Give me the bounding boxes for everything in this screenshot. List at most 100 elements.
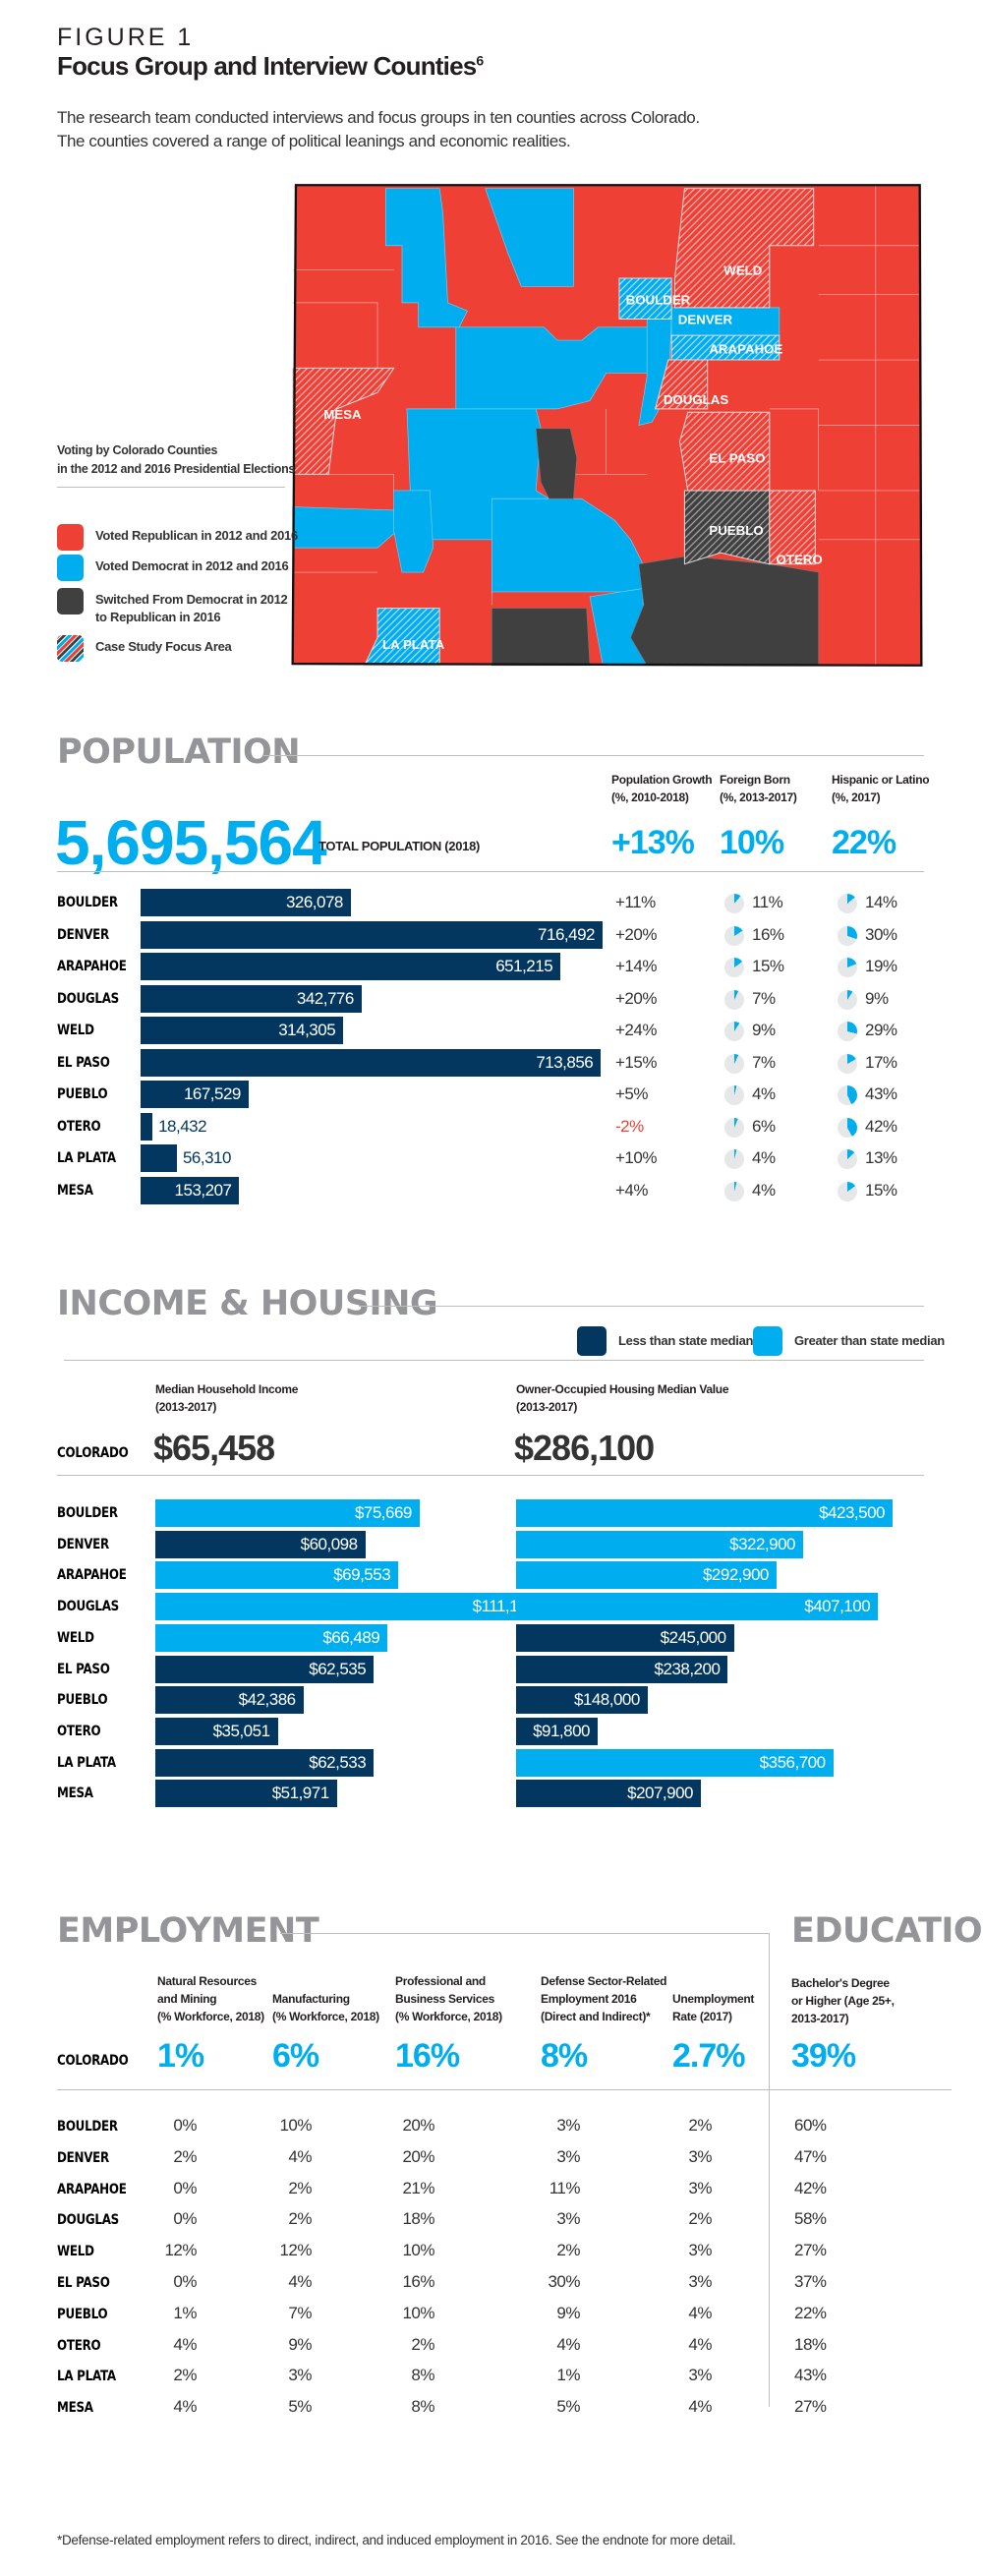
hispanic-value: 17% <box>865 1052 897 1072</box>
employment-value: 4% <box>288 2146 312 2166</box>
hispanic-pie-icon <box>838 894 857 913</box>
county-mesa <box>292 367 395 475</box>
county-label: BOULDER <box>57 895 118 910</box>
employment-value: 11% <box>549 2178 581 2197</box>
income-bar: $35,051 <box>155 1717 278 1745</box>
state-employment-value: 2.7% <box>672 2037 745 2075</box>
map-label-douglas: DOUGLAS <box>664 392 729 407</box>
population-heading-rule <box>263 755 924 756</box>
foreign-born-value: 7% <box>752 988 776 1008</box>
footnote: *Defense-related employment refers to di… <box>57 2533 736 2547</box>
employment-heading: EMPLOYMENT <box>57 1911 319 1951</box>
state-median-income: $65,458 <box>153 1428 275 1468</box>
header-population-growth: Population Growth (%, 2010-2018) <box>611 771 713 806</box>
county-label: DENVER <box>57 1536 109 1552</box>
legend-label: Voted Republican in 2012 and 2016 <box>95 528 298 543</box>
population-value: 18,432 <box>158 1116 207 1136</box>
header-line: Unemployment <box>672 1992 755 2006</box>
foreign-born-value: 9% <box>752 1021 776 1039</box>
county-label: ARAPAHOE <box>57 2181 127 2197</box>
housing-bar: $245,000 <box>516 1623 734 1652</box>
income-top-divider <box>64 1360 924 1361</box>
header-line: Population Growth <box>611 773 713 787</box>
employment-value: 2% <box>556 2241 580 2260</box>
header-line: (2013-2017) <box>155 1400 217 1414</box>
bachelors-value: 22% <box>794 2303 827 2322</box>
header-line: Median Household Income <box>155 1382 299 1396</box>
hispanic-value: 13% <box>865 1148 897 1167</box>
employment-value: 10% <box>402 2241 434 2260</box>
education-divider <box>769 1933 770 2407</box>
header-line: Owner-Occupied Housing Median Value <box>516 1382 729 1396</box>
population-bar <box>141 1144 177 1172</box>
foreign-born-pie-icon <box>724 1181 744 1201</box>
hispanic-value: 9% <box>865 988 889 1008</box>
map-label-pueblo: PUEBLO <box>709 523 763 538</box>
switched-counties <box>492 428 819 667</box>
map-label-boulder: BOULDER <box>626 293 691 308</box>
title-footnote-ref: 6 <box>476 52 484 69</box>
income-bar: $69,553 <box>155 1561 399 1590</box>
county-label: ARAPAHOE <box>57 959 127 974</box>
county-arapahoe <box>670 334 781 361</box>
employment-value: 3% <box>556 2146 580 2166</box>
housing-bar: $91,800 <box>516 1717 599 1745</box>
map-label-la-plata: LA PLATA <box>382 637 445 652</box>
header-line: Rate (2017) <box>672 2010 732 2023</box>
state-label: COLORADO <box>57 1445 129 1461</box>
employment-value: 4% <box>688 2303 712 2322</box>
map-label-mesa: MESA <box>323 407 362 422</box>
bachelors-value: 42% <box>794 2178 827 2197</box>
header-line: Business Services <box>395 1992 494 2006</box>
map-label-arapahoe: ARAPAHOE <box>709 341 782 356</box>
employment-value: 21% <box>402 2178 434 2197</box>
subtitle-line-1: The research team conducted interviews a… <box>57 108 700 127</box>
employment-value: 20% <box>402 2116 434 2135</box>
focus-counties <box>292 188 816 667</box>
state-population-growth: +13% <box>611 824 695 861</box>
hispanic-value: 15% <box>865 1180 897 1200</box>
housing-bar: $407,100 <box>516 1593 879 1621</box>
employment-value: 3% <box>556 2209 580 2229</box>
legend-less-than-median: Less than state median <box>577 1326 754 1356</box>
employment-value: 0% <box>173 2272 197 2291</box>
header-line: Foreign Born <box>720 773 790 787</box>
legend-item-democrat: Voted Democrat in 2012 and 2016 <box>57 555 289 581</box>
county-label: EL PASO <box>57 1661 110 1677</box>
hispanic-pie-icon <box>838 1053 857 1074</box>
employment-value: 5% <box>288 2397 312 2417</box>
header-median-income: Median Household Income (2013-2017) <box>155 1380 298 1416</box>
county-label: WELD <box>57 2244 94 2260</box>
employment-value: 30% <box>548 2272 580 2291</box>
legend-label: Less than state median <box>618 1333 754 1348</box>
employment-value: 5% <box>556 2397 580 2417</box>
hispanic-value: 30% <box>865 924 897 944</box>
income-bar: $75,669 <box>155 1499 420 1527</box>
income-heading-rule <box>359 1306 924 1307</box>
hispanic-pie-icon <box>838 989 857 1010</box>
legend-label: Greater than state median <box>794 1333 945 1348</box>
growth-value: -2% <box>615 1116 644 1136</box>
county-label: BOULDER <box>57 2119 118 2135</box>
income-bar: $62,533 <box>155 1748 375 1777</box>
blue-swatch-icon <box>57 555 84 581</box>
state-outline <box>291 184 923 667</box>
county-label: BOULDER <box>57 1505 118 1521</box>
state-bachelors: 39% <box>791 2037 856 2075</box>
county-la-plata <box>363 608 440 667</box>
legend-item-republican: Voted Republican in 2012 and 2016 <box>57 524 298 551</box>
growth-value: +10% <box>615 1148 657 1167</box>
state-label: COLORADO <box>57 2053 129 2069</box>
county-weld <box>673 188 815 309</box>
employment-column-header: Natural Resources and Mining (% Workforce,… <box>157 1972 264 2025</box>
employment-value: 3% <box>688 2146 712 2166</box>
employment-value: 3% <box>688 2272 712 2291</box>
foreign-born-pie-icon <box>724 1022 744 1041</box>
foreign-born-pie-icon <box>724 1085 744 1105</box>
map-label-weld: WELD <box>723 263 763 278</box>
legend-item-switched: Switched From Democrat in 2012 to Republi… <box>57 588 288 626</box>
county-label: OTERO <box>57 1723 101 1739</box>
hispanic-pie-icon <box>838 1149 857 1169</box>
hatched-swatch-icon <box>57 635 84 662</box>
employment-value: 12% <box>164 2241 197 2260</box>
